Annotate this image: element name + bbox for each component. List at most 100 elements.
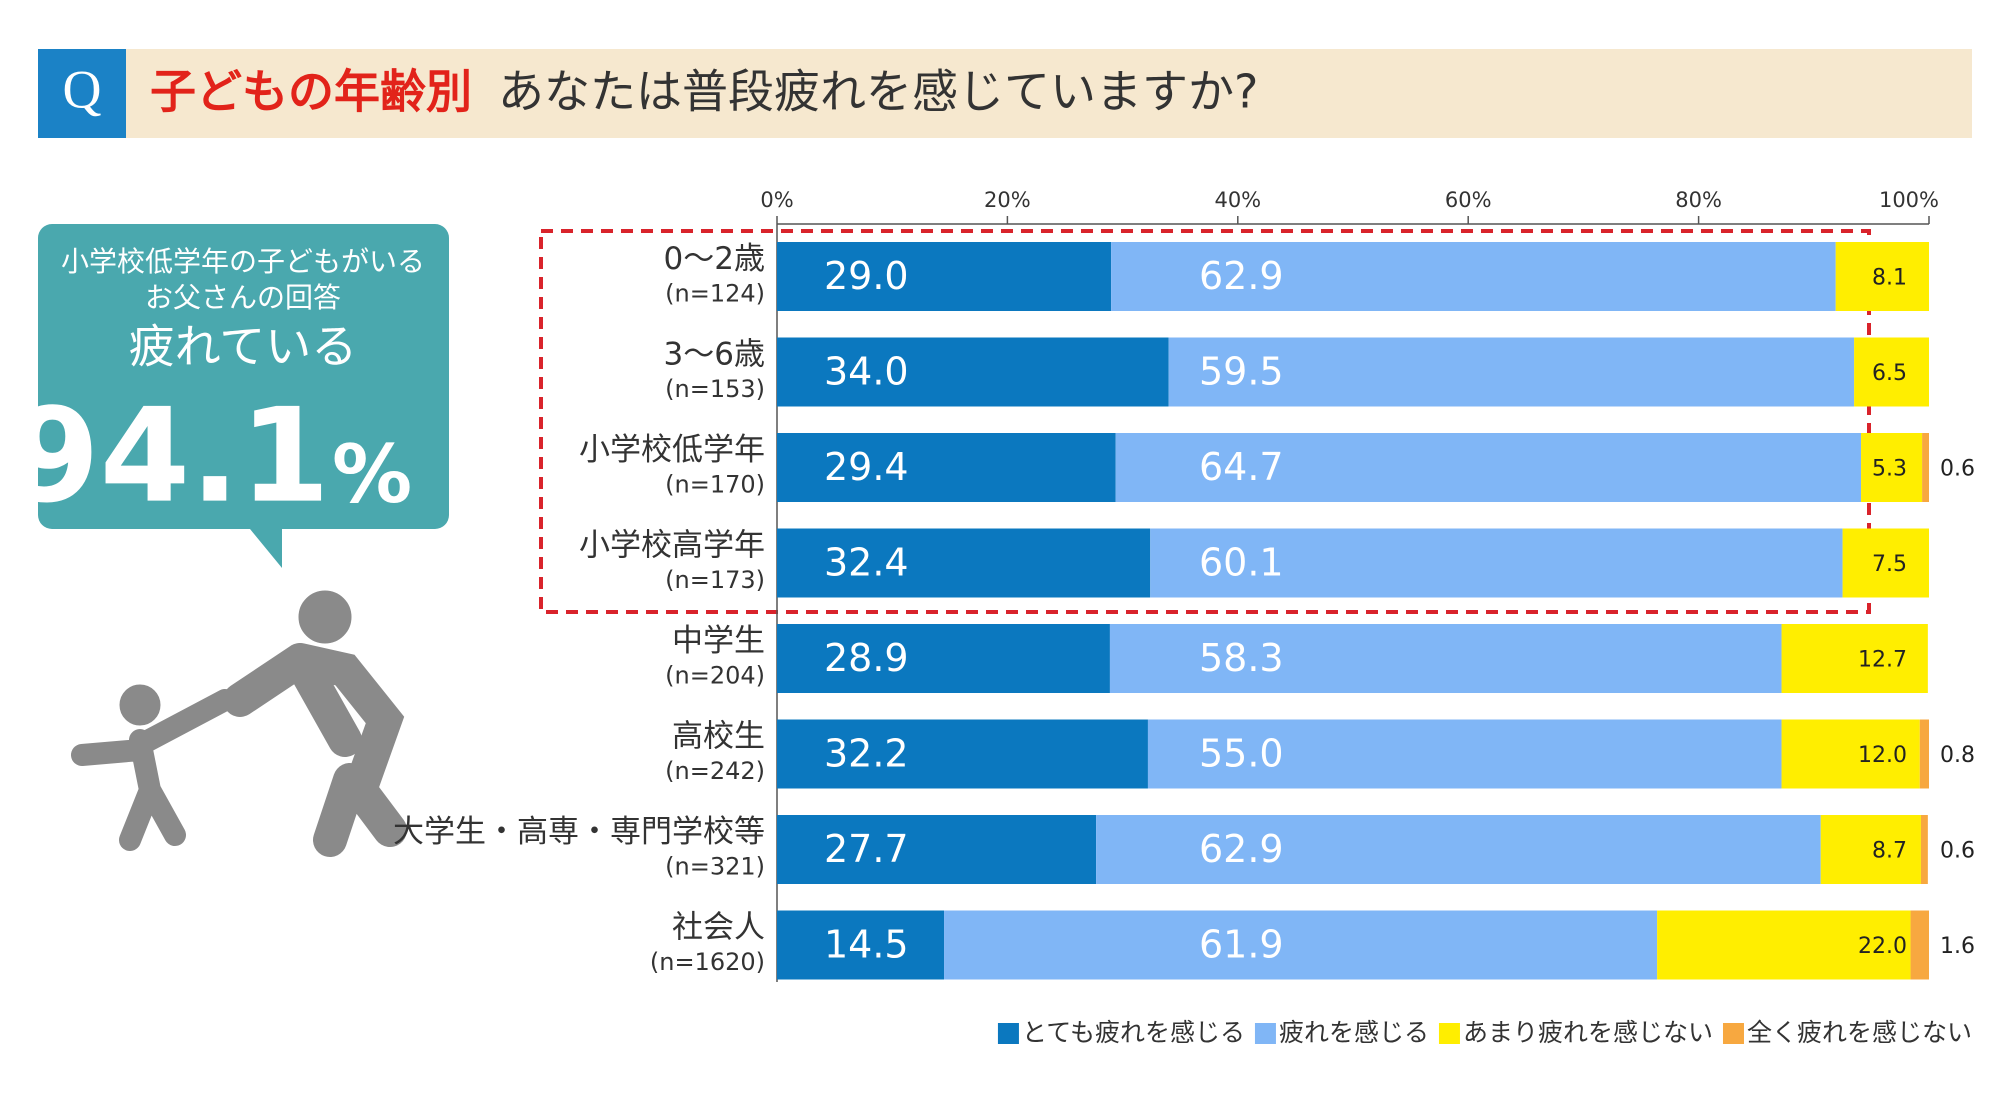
bar-segment <box>1111 242 1836 311</box>
bar-segment <box>1096 815 1821 884</box>
bar-segment <box>1657 910 1911 980</box>
value-label: 5.3 <box>1872 457 1907 482</box>
bar-segment <box>1781 719 1920 789</box>
bar-segment <box>1168 337 1855 407</box>
category-label: 社会人 <box>672 910 765 946</box>
bar-segment <box>777 337 1169 407</box>
bar-segment <box>777 242 1112 311</box>
legend-label: 疲れを感じる <box>1279 1018 1429 1047</box>
bar-segment <box>1861 433 1923 502</box>
category-label: 小学校高学年 <box>579 528 765 564</box>
callout-unit: % <box>332 428 412 521</box>
highlight-box <box>539 229 1871 614</box>
bar-segment <box>1920 815 1928 884</box>
value-label: 8.1 <box>1872 266 1907 291</box>
bar-segment <box>777 433 1116 502</box>
value-label: 6.5 <box>1872 361 1907 386</box>
value-label: 12.7 <box>1858 648 1907 673</box>
legend-swatch <box>1254 1023 1276 1044</box>
value-label: 12.0 <box>1858 743 1907 768</box>
bar-segment <box>1854 337 1929 407</box>
bar-segment <box>944 910 1658 980</box>
legend-label: 全く疲れを感じない <box>1747 1018 1972 1047</box>
value-label: 32.4 <box>824 541 909 585</box>
category-label: 中学生 <box>672 623 765 659</box>
callout-line: 小学校低学年の子どもがいる <box>61 245 425 278</box>
x-tick-label: 0% <box>760 188 793 212</box>
value-label: 28.9 <box>824 636 909 680</box>
bar-segment <box>1820 815 1921 884</box>
category-note: (n=321) <box>665 853 765 881</box>
x-tick-label: 40% <box>1214 188 1261 212</box>
bar-segment <box>1115 433 1862 502</box>
callout <box>38 224 449 568</box>
value-label: 64.7 <box>1199 445 1284 489</box>
bar-segment <box>1919 719 1929 789</box>
value-label: 34.0 <box>824 350 909 394</box>
value-label: 61.9 <box>1199 923 1284 967</box>
category-label: 高校生 <box>672 719 765 755</box>
bar-segment <box>1910 910 1929 980</box>
bar-segment <box>777 815 1097 884</box>
x-tick-label: 20% <box>984 188 1031 212</box>
q-mark: Q <box>63 59 102 119</box>
value-label: 29.4 <box>824 445 909 489</box>
legend-label: あまり疲れを感じない <box>1463 1018 1713 1047</box>
bar-segment <box>1150 528 1843 598</box>
value-label: 59.5 <box>1199 350 1284 394</box>
value-label: 55.0 <box>1199 732 1284 776</box>
value-label: 0.6 <box>1940 839 1975 864</box>
category-label: 3〜6歳 <box>664 337 765 373</box>
value-label: 8.7 <box>1872 839 1907 864</box>
value-label: 62.9 <box>1199 827 1284 871</box>
icon-body <box>223 643 407 857</box>
bar-segment <box>1147 719 1782 789</box>
title-highlight: 子どもの年齢別 <box>150 65 472 119</box>
bar-segment <box>777 910 945 980</box>
value-label: 22.0 <box>1858 934 1907 959</box>
icon-head <box>298 590 352 644</box>
icon-head <box>119 684 161 726</box>
value-label: 58.3 <box>1199 636 1284 680</box>
icon <box>71 590 407 857</box>
bar-segment <box>1922 433 1929 502</box>
category-note: (n=153) <box>665 375 765 403</box>
category-label: 大学生・高専・専門学校等 <box>393 814 765 850</box>
legend-swatch <box>1438 1023 1460 1044</box>
x-tick-label: 80% <box>1675 188 1722 212</box>
category-note: (n=124) <box>665 280 765 308</box>
value-label: 0.8 <box>1940 743 1975 768</box>
legend-swatch <box>1722 1023 1744 1044</box>
value-label: 27.7 <box>824 827 909 871</box>
title: あなたは普段疲れを感じていますか? <box>498 65 1258 119</box>
bar-segment <box>777 528 1151 598</box>
bar-segment <box>1835 242 1929 311</box>
bar-segment <box>1842 528 1929 598</box>
q-box <box>38 49 126 138</box>
value-label: 14.5 <box>824 923 909 967</box>
legend-label: とても疲れを感じる <box>1022 1018 1245 1047</box>
bar-segment <box>777 624 1110 693</box>
bar-segment <box>777 719 1148 789</box>
category-note: (n=173) <box>665 566 765 594</box>
category-note: (n=242) <box>665 757 765 785</box>
category-label: 0〜2歳 <box>664 241 765 277</box>
callout-line: 疲れている <box>129 320 358 374</box>
bar-segment <box>1109 624 1782 693</box>
callout-value: 94.1 <box>9 380 330 532</box>
legend-swatch <box>997 1023 1019 1044</box>
x-tick-label: 60% <box>1445 188 1492 212</box>
x-tick-label: 100% <box>1879 188 1939 212</box>
value-label: 60.1 <box>1199 541 1284 585</box>
value-label: 0.6 <box>1940 457 1975 482</box>
value-label: 32.2 <box>824 732 909 776</box>
value-label: 29.0 <box>824 254 909 298</box>
icon-body <box>71 689 236 851</box>
category-note: (n=204) <box>665 662 765 690</box>
category-note: (n=170) <box>665 471 765 499</box>
value-label: 62.9 <box>1199 254 1284 298</box>
category-label: 小学校低学年 <box>579 432 765 468</box>
callout-line: お父さんの回答 <box>145 281 341 314</box>
bar-segment <box>1781 624 1928 693</box>
